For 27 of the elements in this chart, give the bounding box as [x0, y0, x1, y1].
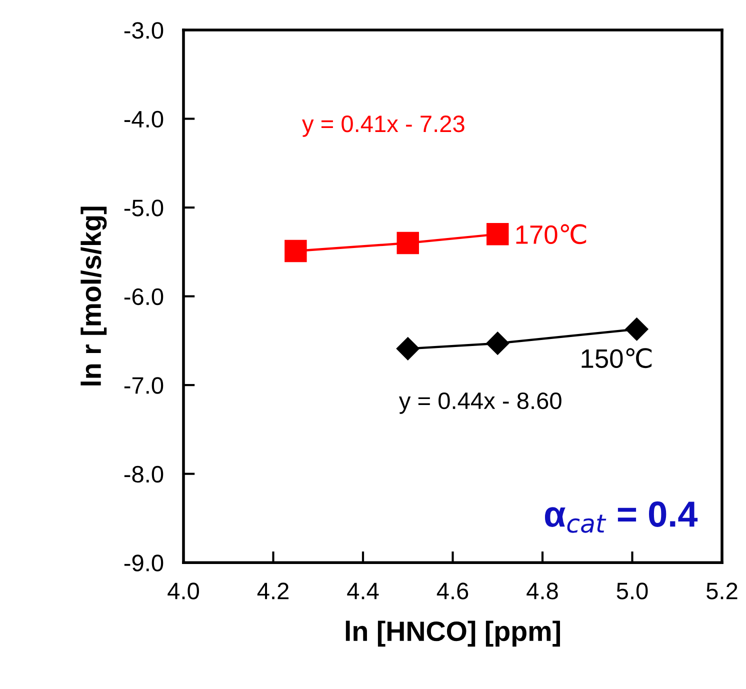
x-tick-label: 4.0 — [168, 582, 199, 600]
annotation: y = 0.44x - 8.60 — [398, 392, 562, 414]
y-tick-label: -6.0 — [124, 288, 164, 306]
y-tick-label: -5.0 — [124, 200, 164, 216]
x-tick-label: 5.2 — [706, 582, 738, 600]
annotation: y = 0.41x - 7.23 — [302, 115, 464, 137]
point — [284, 240, 307, 262]
x-tick-label: 4.6 — [436, 582, 468, 600]
y-tick-label: -9.0 — [124, 554, 164, 572]
x-tick-label: 4.4 — [347, 582, 379, 600]
point — [486, 223, 509, 246]
point — [396, 337, 420, 360]
point — [396, 232, 419, 254]
series-label: 150℃ — [582, 348, 652, 368]
y-tick-label: -4.0 — [124, 110, 164, 128]
x-axis-title: ln [HNCO] [ppm] — [346, 620, 560, 647]
y-axis-title: ln r [mol/s/kg] — [80, 206, 107, 386]
y-tick-label: -8.0 — [124, 466, 164, 483]
point — [486, 332, 510, 355]
x-tick-label: 5.0 — [616, 582, 648, 600]
annotation: α$_{cat}$ = 0.4 — [544, 501, 698, 533]
point — [625, 318, 648, 341]
y-tick-label: -3.0 — [124, 22, 164, 39]
y-tick-label: -7.0 — [124, 377, 164, 394]
series-label: 170℃ — [516, 224, 586, 244]
x-tick-label: 4.8 — [526, 582, 558, 600]
x-tick-label: 4.2 — [257, 582, 288, 600]
